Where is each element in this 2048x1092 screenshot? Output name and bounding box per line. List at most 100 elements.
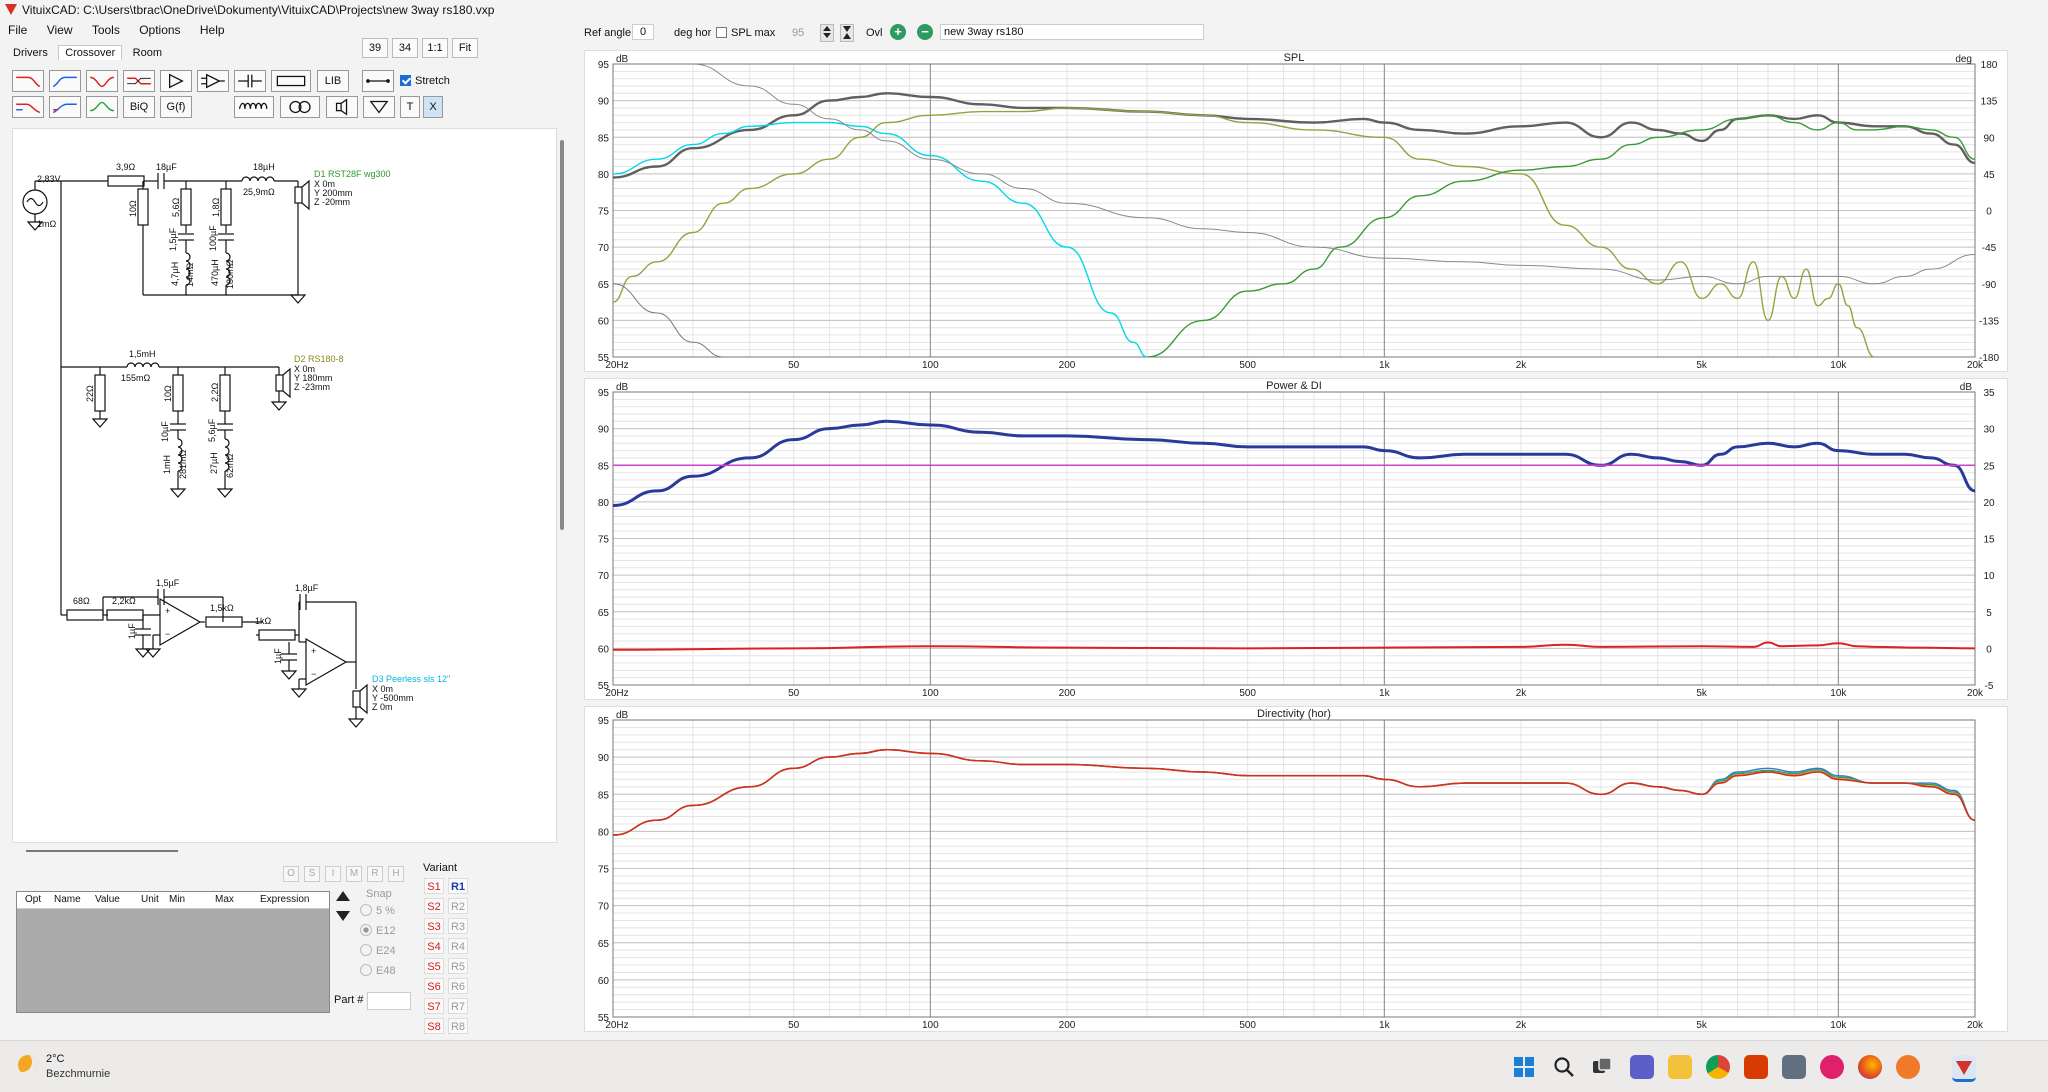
chrome-icon[interactable] (1706, 1055, 1730, 1079)
mode-s-button[interactable]: S (304, 866, 320, 882)
map-pin-icon[interactable] (1896, 1055, 1920, 1079)
variant-r5-button[interactable]: R5 (448, 958, 468, 974)
capacitor-button[interactable] (234, 70, 266, 92)
snap-e12-radio[interactable] (360, 924, 372, 936)
variant-r7-button[interactable]: R7 (448, 998, 468, 1014)
col-expression[interactable]: Expression (260, 894, 310, 905)
biquad-button[interactable]: BiQ (123, 96, 155, 118)
variant-s1-button[interactable]: S1 (424, 878, 444, 894)
variant-s7-button[interactable]: S7 (424, 998, 444, 1014)
autoscale-button[interactable] (840, 24, 854, 42)
chart-plot[interactable]: Power & DI dB dB 95 90 85 80 75 70 65 60 55 35 30 25 20… (585, 379, 2007, 699)
search-icon[interactable] (1552, 1055, 1576, 1079)
overlay-name-input[interactable]: new 3way rs180 (940, 24, 1204, 40)
stretch-toggle[interactable]: Stretch (400, 75, 450, 87)
menu-file[interactable]: File (8, 23, 28, 37)
zoom-fit-button[interactable]: Fit (452, 38, 478, 58)
mode-r-button[interactable]: R (367, 866, 383, 882)
schematic-vertical-scrollbar[interactable] (560, 140, 564, 530)
zoom-1to1-button[interactable]: 1:1 (422, 38, 448, 58)
col-min[interactable]: Min (169, 894, 186, 905)
stretch-checkbox-icon[interactable] (400, 75, 411, 86)
col-opt[interactable]: Opt (25, 894, 42, 905)
menu-tools[interactable]: Tools (91, 23, 120, 37)
zoom-34-button[interactable]: 34 (392, 38, 418, 58)
spl-max-spinner[interactable] (820, 24, 834, 42)
ground-button[interactable] (363, 96, 395, 118)
spl-max-checkbox-icon[interactable] (716, 27, 727, 38)
snap-e48-radio[interactable] (360, 964, 372, 976)
teams-chat-icon[interactable] (1630, 1055, 1654, 1079)
opamp-button[interactable] (197, 70, 229, 92)
driver-button[interactable] (326, 96, 358, 118)
variant-r1-button[interactable]: R1 (448, 878, 468, 894)
col-value[interactable]: Value (95, 894, 120, 905)
weather-description[interactable]: Bezchmurnie (46, 1068, 111, 1080)
power-di-chart[interactable]: Power & DI dB dB 95 90 85 80 75 70 65 60 55 35 30 25 20… (584, 378, 2008, 700)
calculator-icon[interactable] (1782, 1055, 1806, 1079)
file-explorer-icon[interactable] (1668, 1055, 1692, 1079)
add-overlay-icon[interactable]: + (890, 24, 906, 40)
optimizer-table[interactable]: Opt Name Value Unit Min Max Expression (16, 891, 330, 1013)
move-down-icon[interactable] (336, 911, 350, 921)
chart-plot[interactable]: SPL dB deg 95 90 85 80 75 70 65 60 55 180 135 90 45 0 -45… (585, 51, 2007, 371)
buffer-button[interactable] (160, 70, 192, 92)
move-up-icon[interactable] (336, 891, 350, 901)
variant-r3-button[interactable]: R3 (448, 918, 468, 934)
tab-crossover[interactable]: Crossover (58, 45, 123, 60)
weather-moon-icon[interactable] (18, 1055, 38, 1075)
col-name[interactable]: Name (54, 894, 81, 905)
remove-overlay-icon[interactable]: − (917, 24, 933, 40)
lowpass-2-button[interactable] (12, 96, 44, 118)
mode-h-button[interactable]: H (388, 866, 404, 882)
windows-start-icon[interactable] (1512, 1055, 1536, 1079)
directivity-chart[interactable]: Directivity (hor) dB 95 90 85 80 75 70 65 60 55 20H… (584, 706, 2008, 1032)
wire-button[interactable] (362, 70, 394, 92)
spl-max-value[interactable]: 95 (792, 27, 805, 39)
variant-s8-button[interactable]: S8 (424, 1018, 444, 1034)
vituixcad-taskbar-icon[interactable] (1952, 1055, 1976, 1082)
variant-s5-button[interactable]: S5 (424, 958, 444, 974)
tab-room[interactable]: Room (132, 47, 162, 59)
transformer-button[interactable] (280, 96, 320, 118)
app-icon[interactable] (1820, 1055, 1844, 1079)
variant-r2-button[interactable]: R2 (448, 898, 468, 914)
weather-temperature[interactable]: 2°C (46, 1053, 65, 1065)
spl-max-toggle[interactable]: SPL max (716, 27, 775, 39)
lowpass-filter-button[interactable] (12, 70, 44, 92)
variant-r8-button[interactable]: R8 (448, 1018, 468, 1034)
tab-drivers[interactable]: Drivers (13, 47, 48, 59)
peak-filter-button[interactable] (86, 96, 118, 118)
office-icon[interactable] (1744, 1055, 1768, 1079)
chart-plot[interactable]: Directivity (hor) dB 95 90 85 80 75 70 65 60 5520H… (585, 707, 2007, 1031)
mode-i-button[interactable]: I (325, 866, 341, 882)
resistor-button[interactable] (271, 70, 311, 92)
variant-s3-button[interactable]: S3 (424, 918, 444, 934)
snap-e24-radio[interactable] (360, 944, 372, 956)
menu-help[interactable]: Help (199, 23, 225, 37)
snap-5pct-radio[interactable] (360, 904, 372, 916)
highpass-2-button[interactable] (49, 96, 81, 118)
spl-chart[interactable]: SPL dB deg 95 90 85 80 75 70 65 60 55 180 135 90 45 0 -45… (584, 50, 2008, 372)
menu-view[interactable]: View (46, 23, 73, 37)
col-unit[interactable]: Unit (141, 894, 159, 905)
shelf-filter-button[interactable] (123, 70, 155, 92)
text-tool-button[interactable]: T (400, 96, 420, 118)
variant-s4-button[interactable]: S4 (424, 938, 444, 954)
task-view-icon[interactable] (1590, 1055, 1614, 1079)
mode-m-button[interactable]: M (346, 866, 362, 882)
mode-o-button[interactable]: O (283, 866, 299, 882)
transfer-function-button[interactable]: G(f) (160, 96, 192, 118)
variant-s2-button[interactable]: S2 (424, 898, 444, 914)
part-number-input[interactable] (367, 992, 411, 1010)
delete-tool-button[interactable]: X (423, 96, 443, 118)
menu-options[interactable]: Options (139, 23, 181, 37)
col-max[interactable]: Max (215, 894, 234, 905)
crossover-schematic[interactable]: 2,83V 1mΩ 3,9Ω 18µF 18µH 25,9mΩ 10Ω 5,6Ω 1,8Ω 1,5… (12, 128, 557, 843)
highpass-filter-button[interactable] (49, 70, 81, 92)
inductor-button[interactable] (234, 96, 274, 118)
library-button[interactable]: LIB (317, 70, 349, 92)
notch-filter-button[interactable] (86, 70, 118, 92)
schematic-horizontal-scrollbar[interactable] (26, 850, 178, 852)
zoom-39-button[interactable]: 39 (362, 38, 388, 58)
